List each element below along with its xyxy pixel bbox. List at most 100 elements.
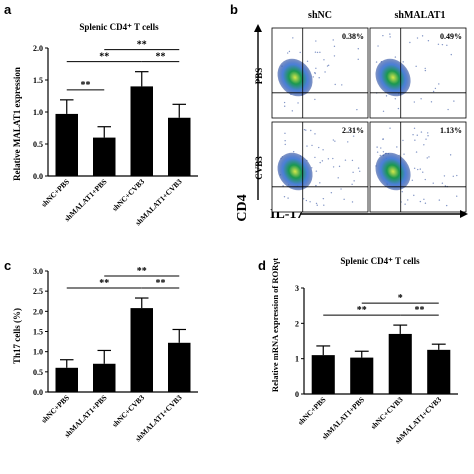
flow-event: [411, 179, 414, 182]
flow-event: [424, 67, 426, 70]
flow-event: [352, 171, 354, 174]
flow-event: [428, 156, 430, 158]
flow-event: [420, 131, 423, 133]
flow-event: [324, 71, 326, 73]
flow-event: [332, 157, 334, 160]
flow-event: [379, 154, 381, 157]
flow-event: [407, 199, 409, 201]
flow-event: [450, 53, 452, 56]
significance-label: **: [415, 305, 425, 316]
flow-event: [332, 139, 335, 141]
flow-event: [334, 140, 336, 142]
y-tick-label: 2: [295, 319, 299, 328]
flow-event: [452, 175, 455, 178]
flow-event: [315, 202, 318, 205]
flow-event: [351, 183, 353, 186]
flow-event: [426, 157, 428, 159]
flow-y-label: CD4: [235, 194, 250, 221]
flow-event: [421, 35, 424, 37]
flow-event: [423, 198, 425, 200]
flow-event: [297, 102, 299, 104]
flow-event: [330, 192, 333, 194]
significance-label: **: [81, 80, 91, 91]
flow-density-blob: [375, 58, 411, 97]
significance-label: *: [398, 293, 403, 304]
flow-event: [420, 98, 422, 100]
bar: [311, 355, 335, 394]
flow-density-blob: [277, 152, 313, 191]
flow-event: [382, 151, 385, 153]
flow-event: [305, 199, 308, 202]
flow-event: [299, 51, 301, 54]
bar: [427, 349, 451, 394]
flow-event: [282, 185, 284, 187]
panel-label-c: c: [4, 258, 12, 273]
flow-event: [356, 108, 358, 111]
flow-event: [427, 40, 430, 42]
flow-event: [344, 159, 347, 161]
flow-event: [414, 139, 416, 141]
flow-event: [401, 191, 403, 193]
flow-event: [321, 160, 324, 162]
bar: [55, 367, 78, 392]
flow-event: [427, 135, 429, 137]
flow-event: [318, 77, 320, 79]
flow-event: [314, 156, 316, 159]
flow-event: [389, 127, 391, 129]
bar-chart-th17: Th17 cells (%) 0.0 0.5 1.0 1.5 2.0 2.5 3.0 shNC…: [12, 266, 198, 443]
flow-event: [413, 127, 416, 129]
flow-event: [333, 55, 336, 57]
flow-event: [306, 145, 308, 147]
y-tick-label: 0.5: [33, 368, 43, 377]
flow-event: [430, 101, 433, 103]
y-tick-label: 1.5: [33, 76, 43, 85]
flow-event: [323, 204, 325, 206]
flow-event: [424, 202, 427, 204]
chart-title-a: Splenic CD4⁺ T cells: [79, 22, 159, 32]
flow-event: [343, 198, 345, 201]
y-tick-label: 2.0: [33, 44, 43, 53]
panel-label-a: a: [4, 2, 12, 17]
flow-event: [284, 143, 286, 146]
flow-event: [394, 56, 397, 58]
flow-event: [332, 166, 335, 168]
flow-event: [376, 151, 379, 153]
flow-event: [319, 182, 321, 184]
flow-event: [319, 51, 321, 54]
flow-event: [303, 128, 306, 131]
flow-event: [327, 64, 330, 67]
flow-event: [334, 83, 336, 86]
flow-percentage: 0.49%: [440, 32, 462, 41]
flow-percentage: 1.13%: [440, 126, 462, 135]
flow-event: [357, 48, 359, 50]
flow-event: [382, 110, 385, 112]
flow-col-header-0: shNC: [308, 10, 332, 21]
bar: [93, 363, 116, 392]
flow-event: [359, 170, 361, 172]
flow-event: [422, 171, 424, 173]
flow-event: [315, 184, 317, 187]
flow-event: [302, 198, 305, 200]
flow-event: [337, 177, 339, 179]
flow-event: [409, 41, 411, 44]
bar: [93, 137, 116, 176]
flow-event: [413, 101, 416, 103]
flow-row-label-0: PBS: [254, 68, 264, 85]
y-tick-label: 1: [295, 355, 299, 364]
panel-label-b: b: [230, 2, 238, 17]
flow-event: [427, 132, 429, 134]
significance-label: **: [156, 52, 166, 63]
flow-event: [314, 133, 316, 135]
flow-event: [441, 182, 444, 184]
flow-event: [286, 52, 289, 54]
bar-chart-rorgt: Splenic CD4⁺ T cells Relative mRNA expre…: [270, 256, 458, 445]
flow-event: [327, 158, 330, 160]
flow-event: [353, 180, 355, 182]
bar-chart-malat1: Splenic CD4⁺ T cells Relative MALAT1 exp…: [12, 22, 198, 227]
flow-event: [445, 204, 448, 207]
flow-event: [416, 37, 419, 39]
chart-title-d: Splenic CD4⁺ T cells: [340, 256, 420, 266]
flow-event: [323, 59, 325, 61]
flow-event: [326, 65, 329, 67]
panel-label-d: d: [258, 258, 266, 273]
